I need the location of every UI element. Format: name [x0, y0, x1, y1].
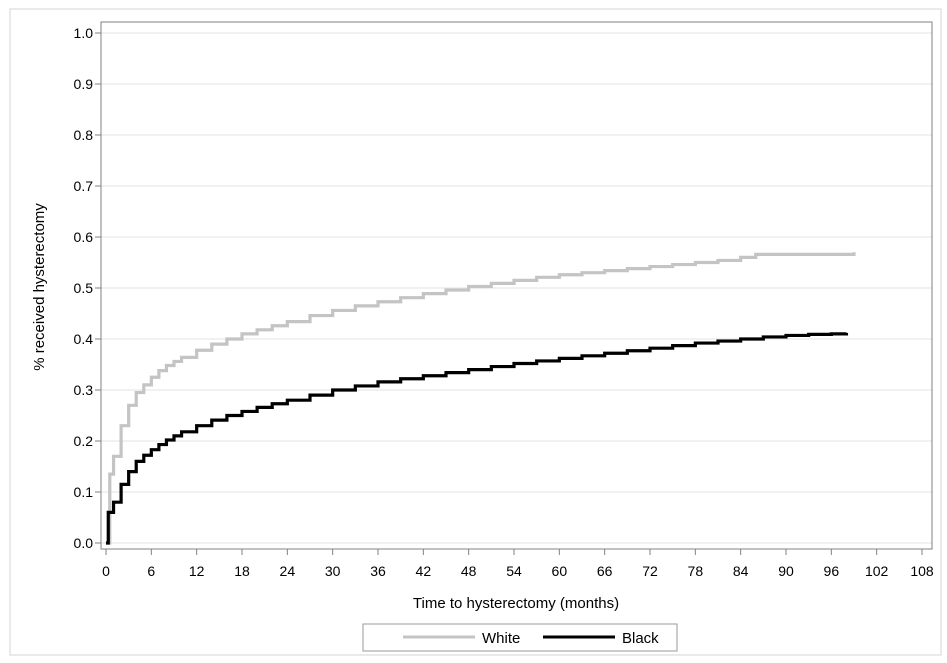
x-tick-label: 48	[461, 563, 477, 579]
x-tick-label: 78	[688, 563, 704, 579]
y-tick-label: 0.5	[74, 280, 94, 296]
x-axis: 0 6 12 18 24 30 36 42 48 54 60 66 72 78 84 90 96 102 108	[102, 549, 934, 579]
legend: White Black	[362, 623, 678, 652]
x-tick-label: 12	[189, 563, 205, 579]
series-line-black	[106, 332, 849, 545]
series-layer	[106, 252, 856, 545]
x-tick-label: 96	[824, 563, 840, 579]
x-tick-label: 54	[506, 563, 522, 579]
y-tick-label: 0.8	[74, 127, 94, 143]
y-axis-label: % received hysterectomy	[31, 203, 48, 371]
x-tick-label: 18	[234, 563, 250, 579]
x-tick-label: 84	[733, 563, 749, 579]
x-tick-label: 30	[325, 563, 341, 579]
y-tick-label: 0.4	[74, 331, 94, 347]
y-tick-label: 0.3	[74, 382, 94, 398]
x-tick-label: 90	[778, 563, 794, 579]
y-tick-label: 0.1	[74, 484, 94, 500]
x-tick-label: 6	[147, 563, 155, 579]
y-tick-label: 0.2	[74, 433, 94, 449]
x-tick-label: 42	[416, 563, 432, 579]
x-axis-label: Time to hysterectomy (months)	[413, 595, 619, 612]
y-tick-label: 1.0	[74, 25, 94, 41]
y-tick-label: 0.6	[74, 229, 94, 245]
legend-label-black: Black	[622, 630, 659, 647]
x-tick-label: 72	[642, 563, 658, 579]
x-tick-label: 36	[370, 563, 386, 579]
x-tick-label: 102	[865, 563, 889, 579]
x-tick-label: 108	[910, 563, 934, 579]
y-axis: 0.0 0.1 0.2 0.3 0.4 0.5 0.6 0.7 0.8 0.9 1.0	[74, 25, 101, 551]
series-line-white	[106, 252, 856, 545]
legend-label-white: White	[482, 630, 520, 647]
grid-layer	[101, 32, 932, 544]
plot-area-frame	[100, 21, 933, 550]
outer-frame	[9, 8, 942, 656]
y-tick-label: 0.9	[74, 76, 94, 92]
x-tick-label: 60	[552, 563, 568, 579]
x-tick-label: 24	[280, 563, 296, 579]
y-tick-label: 0.7	[74, 178, 94, 194]
x-tick-label: 0	[102, 563, 110, 579]
legend-box	[362, 623, 678, 652]
x-tick-label: 66	[597, 563, 613, 579]
y-tick-label: 0.0	[74, 535, 94, 551]
